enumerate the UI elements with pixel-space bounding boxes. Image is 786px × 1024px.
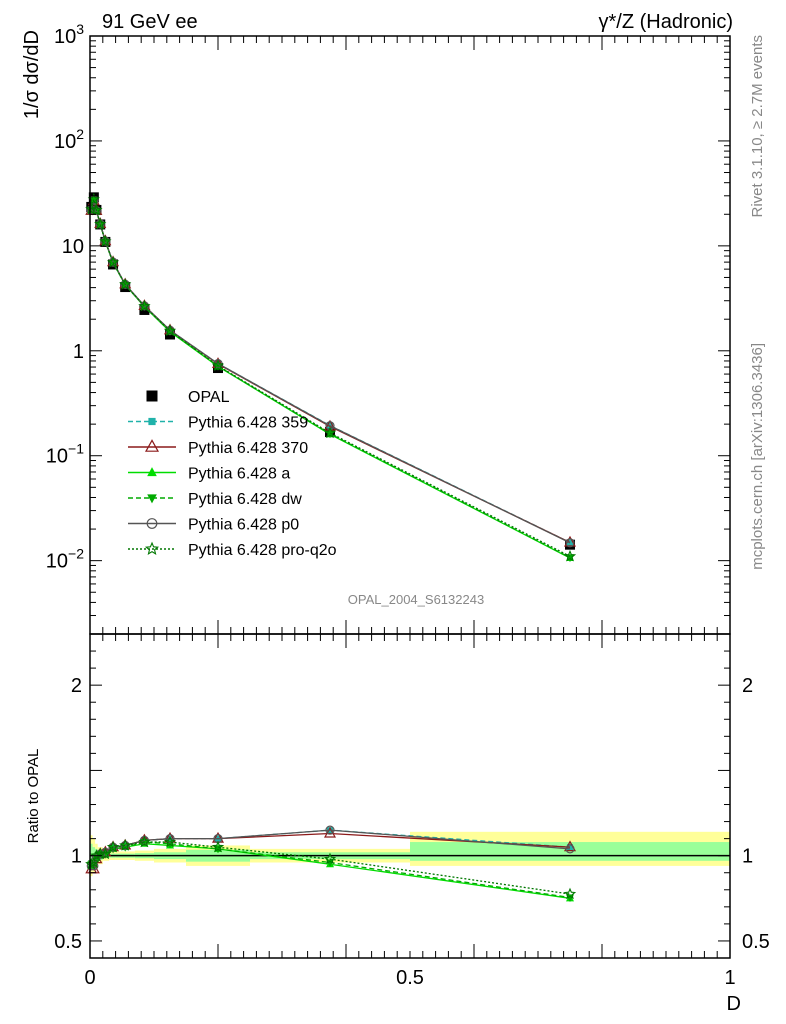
data-point-pythia-6-428-pro-q2o-3	[94, 217, 107, 230]
ratio-point-pythia-6-428-pro-q2o-2	[90, 849, 103, 861]
legend-label-pythia-6-428-a: Pythia 6.428 a	[188, 466, 290, 483]
series-line-pythia-6-428-p0	[90, 200, 571, 544]
legend-label-pythia-6-428-p0: Pythia 6.428 p0	[188, 517, 299, 534]
ratio-point-pythia-6-428-p0-11	[565, 844, 575, 854]
legend: OPAL Pythia 6.428 359 Pythia 6.428 370 Pyth…	[128, 389, 337, 559]
data-point-pythia-6-428-dw-6	[121, 281, 130, 290]
legend-marker-pythia-6-428-pro-q2o	[144, 541, 160, 556]
legend-label-pythia-6-428-pro-q2o: Pythia 6.428 pro-q2o	[188, 542, 337, 559]
series-line-pythia-6-428-dw	[90, 199, 571, 559]
main-panel-series	[85, 192, 577, 563]
main-y-tick-label-4: 10−1	[46, 441, 84, 468]
data-point-pythia-6-428-pro-q2o-7	[138, 299, 151, 312]
analysis-id: OPAL_2004_S6132243	[348, 592, 484, 607]
main-y-axis-label: 1/σ dσ/dD	[21, 30, 43, 119]
x-tick-label-0: 0	[84, 967, 95, 989]
data-point-pythia-6-428-dw-8	[166, 328, 174, 336]
data-point-pythia-6-428-pro-q2o-9	[211, 359, 225, 371]
ratio-panel-series	[85, 825, 577, 902]
legend-marker-pythia-6-428-p0	[146, 518, 158, 529]
legend-label-pythia-6-428-370: Pythia 6.428 370	[188, 440, 308, 457]
data-point-pythia-6-428-p0-10	[325, 421, 335, 431]
ratio-y-tick-label-2: 2	[71, 675, 82, 697]
main-y-tick-label-0: 103	[54, 21, 84, 48]
ratio-point-pythia-6-428-p0-10	[325, 825, 335, 835]
series-line-pythia-6-428-359	[90, 199, 571, 544]
ratio-point-pythia-6-428-pro-q2o-5	[106, 840, 120, 853]
data-point-pythia-6-428-dw-10	[326, 430, 334, 439]
data-point-pythia-6-428-pro-q2o-4	[99, 235, 112, 247]
series-line-pythia-6-428-a	[90, 199, 571, 559]
rivet-version-text: Rivet 3.1.10, ≥ 2.7M events	[749, 35, 766, 218]
legend-marker-pythia-6-428-359	[148, 417, 156, 426]
ratio-point-pythia-6-428-pro-q2o-8	[163, 835, 177, 848]
data-point-pythia-6-428-pro-q2o-5	[106, 256, 120, 268]
data-point-pythia-6-428-pro-q2o-6	[119, 278, 132, 290]
ratio-point-pythia-6-428-pro-q2o-11	[563, 887, 577, 900]
main-frame	[89, 35, 731, 635]
header-left: 91 GeV ee	[102, 11, 198, 33]
ratio-y-tick-label-right-0: 0.5	[742, 931, 770, 953]
legend-marker-pythia-6-428-a	[147, 467, 157, 477]
ratio-point-pythia-6-428-pro-q2o-6	[119, 839, 132, 851]
data-point-pythia-6-428-pro-q2o-11	[563, 549, 577, 562]
ratio-point-pythia-6-428-pro-q2o-4	[99, 847, 112, 860]
ratio-y-tick-label-0: 0.5	[54, 931, 82, 953]
header-right: γ*/Z (Hadronic)	[599, 11, 733, 33]
ratio-y-axis-label: Ratio to OPAL	[25, 749, 42, 844]
ratio-point-pythia-6-428-pro-q2o-10	[323, 852, 337, 865]
main-y-tick-label-2: 10	[62, 236, 84, 258]
data-point-pythia-6-428-pro-q2o-8	[163, 324, 177, 337]
ratio-point-pythia-6-428-pro-q2o-7	[138, 835, 151, 848]
x-tick-label-1: 0.5	[396, 967, 424, 989]
ratio-point-pythia-6-428-370-10	[323, 826, 337, 838]
legend-label-pythia-6-428-dw: Pythia 6.428 dw	[188, 491, 302, 508]
ratio-point-pythia-6-428-pro-q2o-9	[211, 840, 225, 853]
legend-marker-opal	[146, 390, 158, 402]
main-y-tick-label-3: 1	[73, 341, 84, 363]
legend-label-pythia-6-428-359: Pythia 6.428 359	[188, 415, 308, 432]
ratio-y-tick-label-1: 1	[71, 846, 82, 868]
x-axis-label: D	[727, 993, 741, 1015]
legend-label-opal: OPAL	[188, 389, 230, 406]
ratio-y-tick-label-right-2: 2	[742, 675, 753, 697]
ratio-y-tick-label-right-1: 1	[742, 846, 753, 868]
legend-marker-pythia-6-428-370	[144, 439, 160, 452]
data-point-pythia-6-428-pro-q2o-10	[323, 426, 337, 439]
main-y-tick-label-5: 10−2	[46, 546, 84, 573]
data-point-pythia-6-428-p0-11	[565, 538, 575, 548]
ratio-line-pythia-6-428-pro-q2o	[90, 841, 571, 895]
x-tick-label-2: 1	[724, 967, 735, 989]
data-point-pythia-6-428-pro-q2o-2	[90, 203, 103, 216]
series-line-pythia-6-428-370	[90, 198, 571, 544]
data-point-pythia-6-428-dw-7	[140, 303, 149, 312]
legend-marker-pythia-6-428-dw	[147, 494, 157, 504]
series-line-pythia-6-428-pro-q2o	[90, 199, 571, 557]
ratio-frame	[89, 633, 731, 959]
ratio-point-pythia-6-428-p0-8	[165, 834, 175, 844]
mcplots-reference-text: mcplots.cern.ch [arXiv:1306.3436]	[749, 343, 766, 570]
main-y-tick-label-1: 102	[54, 126, 84, 153]
